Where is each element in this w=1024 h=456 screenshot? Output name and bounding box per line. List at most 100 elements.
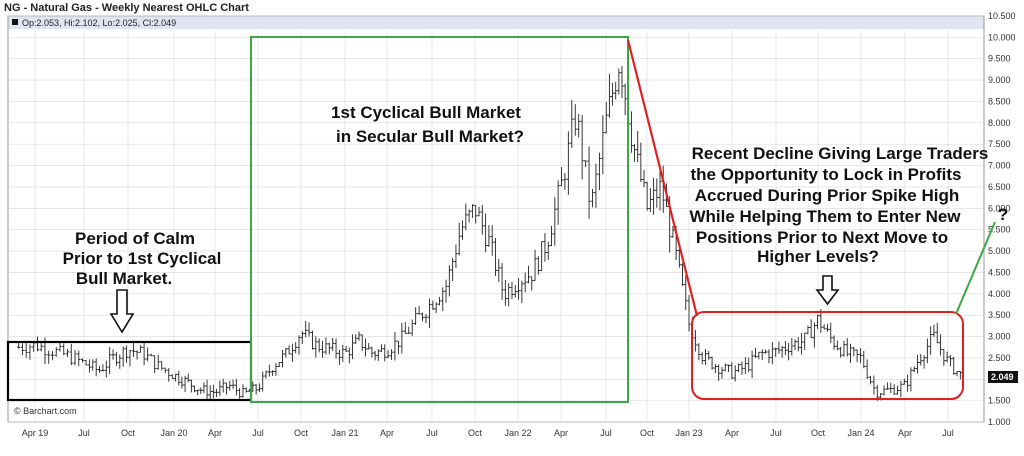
ohlc-bar [373, 350, 377, 361]
ohlc-bars [17, 65, 962, 401]
ohlc-bar [121, 346, 125, 367]
ohlc-bar [520, 280, 524, 304]
ohlc-bar [444, 279, 448, 303]
ohlc-bar [677, 249, 681, 268]
ohlc-bar [324, 337, 328, 355]
ohlc-bar [516, 277, 521, 300]
x-tick-label: Jul [942, 428, 954, 438]
ohlc-bar [177, 370, 181, 386]
y-tick-label: 6.500 [988, 182, 1011, 192]
ohlc-bar [493, 237, 498, 276]
ohlc-bar [370, 346, 374, 358]
ohlc-bar [604, 102, 608, 134]
ohlc-bar [264, 370, 268, 379]
ohlc-bar [39, 341, 43, 352]
annotation-recent-3: Accrued During Prior Spike High [695, 186, 960, 205]
ohlc-bar [740, 361, 744, 375]
ohlc-bar [357, 331, 361, 341]
ohlc-bar [441, 287, 445, 312]
y-tick-label: 6.000 [988, 203, 1011, 213]
ohlc-bar [199, 387, 203, 395]
ohlc-bar [825, 323, 830, 332]
ohlc-bar [905, 374, 910, 392]
ohlc-bar [367, 343, 371, 350]
annotation-bull-2: in Secular Bull Market? [336, 127, 524, 146]
ohlc-bar [523, 272, 527, 293]
annotation-recent-6: Higher Levels? [757, 247, 879, 266]
ohlc-bar [80, 358, 85, 363]
ohlc-bar [297, 335, 301, 355]
ohlc-bar [790, 338, 794, 356]
ohlc-bar [855, 349, 859, 363]
ohlc-bar [590, 188, 595, 208]
ohlc-bar [566, 131, 570, 195]
ohlc-bar [737, 363, 741, 372]
ohlc-bar [69, 343, 73, 366]
ohlc-bar [726, 364, 731, 373]
ohlc-bar [892, 384, 896, 395]
ohlc-bar [938, 334, 943, 356]
ohlc-bar [104, 360, 108, 378]
ohlc-bar [760, 349, 764, 361]
ohlc-bar [503, 279, 507, 306]
ohlc-bar [73, 349, 77, 366]
ohlc-bar [584, 160, 588, 168]
ohlc-bar [865, 359, 869, 379]
ohlc-bar [58, 342, 62, 352]
ohlc-bar [477, 206, 481, 217]
ohlc-bar [457, 222, 461, 256]
ohlc-bar [839, 346, 843, 358]
ohlc-bar [540, 241, 544, 272]
x-tick-label: Oct [468, 428, 483, 438]
annotation-recent-5: Positions Prior to Next Move to [696, 228, 948, 247]
ohlc-bar [135, 350, 139, 360]
ohlc-bar [909, 367, 913, 392]
y-tick-label: 7.000 [988, 161, 1011, 171]
ohlc-bar [167, 367, 171, 382]
ohlc-bar [304, 320, 308, 338]
x-tick-label: Jan 23 [675, 428, 702, 438]
ohlc-bar [610, 82, 615, 106]
ohlc-bar [163, 367, 167, 374]
ohlc-bar [484, 213, 488, 253]
ohlc-bar [703, 348, 708, 365]
ohlc-bar [218, 380, 222, 397]
y-tick-label: 4.000 [988, 289, 1011, 299]
ohlc-bar [280, 350, 285, 368]
ohlc-bar [363, 338, 368, 357]
ohlc-bar [307, 322, 311, 337]
ohlc-bar [852, 346, 856, 357]
ohlc-bar [101, 364, 105, 372]
x-tick-label: Jan 20 [160, 428, 187, 438]
ohlc-bar [693, 330, 698, 352]
y-tick-label: 10.000 [988, 32, 1016, 42]
ohlc-bar [530, 276, 534, 291]
ohlc-bar [730, 362, 734, 380]
ohlc-bar [929, 326, 933, 355]
ohlc-bar [474, 204, 478, 224]
annotation-calm-2: Prior to 1st Cyclical [63, 249, 222, 268]
x-axis-ticks: Apr 19 Jul Oct Jan 20 Apr Jul Oct Jan 21 Apr Jul O… [22, 428, 954, 438]
ohlc-bar [570, 100, 574, 149]
ohlc-bar [733, 365, 737, 382]
ohlc-bar [142, 340, 146, 366]
ohlc-bar [597, 152, 601, 191]
ohlc-bar [257, 383, 262, 393]
ohlc-bar [655, 178, 659, 208]
ohlc-bar [614, 81, 618, 100]
annotation-bull-1: 1st Cyclical Bull Market [331, 103, 521, 122]
x-tick-label: Jan 21 [331, 428, 358, 438]
y-tick-label: 4.500 [988, 267, 1011, 277]
ohlc-bar [922, 355, 926, 369]
ohlc-bar [228, 380, 232, 391]
ohlc-bar [331, 337, 335, 351]
ohlc-bar [389, 349, 394, 360]
ohlc-bar [146, 347, 150, 362]
ohlc-bar [796, 337, 800, 352]
ohlc-bar [889, 382, 893, 393]
ohlc-bar [648, 188, 652, 212]
ohlc-bar [594, 163, 598, 208]
recent-range-box [691, 311, 964, 400]
ohlc-bar [97, 365, 102, 373]
ohlc-bar [770, 342, 774, 365]
